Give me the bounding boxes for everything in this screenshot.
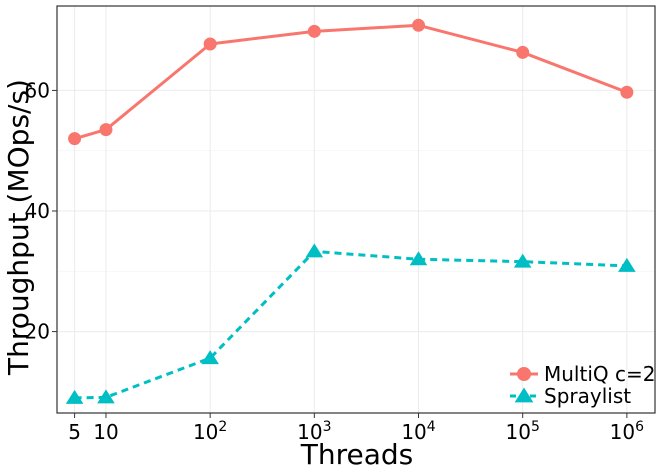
series-spraylist (65, 243, 636, 404)
legend-item: Spraylist (510, 384, 631, 408)
y-tick-label: 40 (25, 199, 50, 223)
legend-key-marker (517, 367, 531, 381)
data-point (68, 132, 82, 146)
x-tick-label: 105 (506, 419, 540, 444)
x-axis: 5 10 102 103 104 105 106 (68, 413, 644, 444)
data-point (516, 45, 530, 59)
y-axis-title: Throughput (MOps/s) (2, 79, 35, 376)
legend-key-marker (514, 387, 534, 403)
x-tick-label: 103 (297, 419, 331, 444)
series-multiq-c-2 (68, 18, 634, 146)
y-tick-label: 20 (25, 320, 50, 344)
series-line (74, 23, 628, 141)
x-tick-label: 5 (68, 420, 81, 444)
data-point (99, 123, 113, 137)
data-point (618, 257, 636, 272)
x-tick-label: 104 (401, 419, 435, 444)
legend-label: Spraylist (544, 384, 631, 408)
data-point (409, 251, 428, 266)
data-point (513, 253, 532, 268)
data-point (412, 18, 426, 32)
data-point (201, 350, 219, 365)
y-tick-label: 60 (25, 78, 50, 102)
data-point (203, 37, 217, 51)
y-axis: 20 40 60 (25, 78, 57, 344)
data-point (305, 243, 324, 258)
data-point (65, 389, 84, 404)
data-point (620, 85, 634, 99)
legend-label: MultiQ c=2 (544, 362, 655, 386)
grid-lines (57, 6, 655, 413)
x-axis-title: Threads (300, 438, 414, 470)
x-tick-label: 102 (193, 419, 227, 444)
series-layer (65, 18, 636, 404)
plot-panel (56, 5, 656, 414)
legend-item: MultiQ c=2 (510, 362, 655, 386)
data-point (97, 389, 115, 404)
data-point (307, 24, 321, 38)
x-tick-label: 106 (610, 419, 644, 444)
x-tick-label: 10 (93, 420, 118, 444)
